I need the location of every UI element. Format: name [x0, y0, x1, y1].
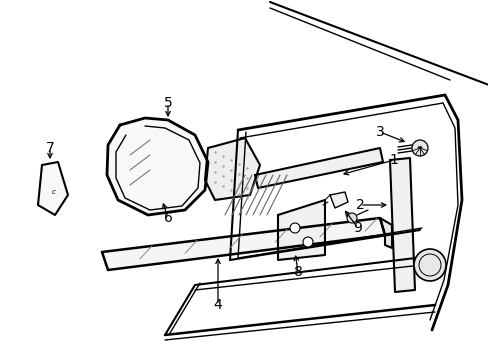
- Polygon shape: [278, 200, 325, 260]
- Circle shape: [413, 249, 445, 281]
- Polygon shape: [102, 218, 384, 270]
- Text: 6: 6: [163, 211, 172, 225]
- Circle shape: [346, 213, 356, 223]
- Circle shape: [303, 237, 312, 247]
- Text: c: c: [52, 189, 56, 195]
- Polygon shape: [329, 192, 347, 208]
- Polygon shape: [379, 218, 391, 248]
- Circle shape: [411, 140, 427, 156]
- Polygon shape: [204, 138, 260, 200]
- Text: 9: 9: [353, 221, 362, 235]
- Polygon shape: [38, 162, 68, 215]
- Polygon shape: [107, 118, 207, 215]
- Polygon shape: [389, 158, 414, 292]
- Text: 2: 2: [355, 198, 364, 212]
- Text: 8: 8: [293, 265, 302, 279]
- Text: 1: 1: [389, 153, 398, 167]
- Text: 7: 7: [45, 141, 54, 155]
- Text: 4: 4: [213, 298, 222, 312]
- Circle shape: [289, 223, 299, 233]
- Polygon shape: [254, 148, 382, 188]
- Text: 5: 5: [163, 96, 172, 110]
- Text: 3: 3: [375, 125, 384, 139]
